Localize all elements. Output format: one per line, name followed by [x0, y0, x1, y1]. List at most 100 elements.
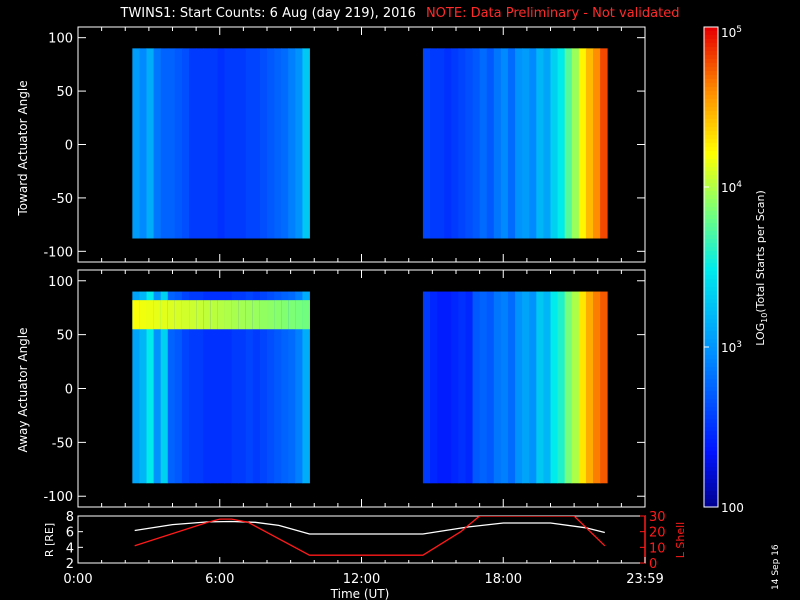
y2-tick-label: 30: [649, 510, 666, 525]
heatmap-column: [132, 291, 140, 484]
heatmap-column: [224, 291, 232, 484]
colorbar-cell: [704, 459, 718, 464]
heatmap-column: [564, 48, 573, 239]
heatmap-column: [153, 291, 162, 484]
colorbar-cell: [704, 163, 718, 168]
heatmap-column: [238, 291, 247, 484]
heatmap-column: [302, 291, 310, 484]
colorbar-tick-label: 103: [721, 340, 742, 355]
colorbar-cell: [704, 323, 718, 328]
x-tick-label: 18:00: [485, 572, 522, 587]
colorbar-cell: [704, 331, 718, 336]
colorbar-cell: [704, 439, 718, 444]
heatmap-band-cell: [295, 300, 303, 330]
y-tick-label: 2: [66, 557, 74, 572]
colorbar-tick-base: 100: [721, 501, 744, 515]
colorbar-cell: [704, 143, 718, 148]
heatmap-column: [181, 291, 190, 484]
heatmap-column: [593, 291, 601, 484]
title-main: TWINS1: Start Counts: 6 Aug (day 219), 2…: [120, 6, 416, 21]
colorbar-cell: [704, 35, 718, 40]
heatmap-column: [543, 291, 551, 484]
away-y-label: Away Actuator Angle: [16, 327, 30, 452]
colorbar-cell: [704, 111, 718, 116]
heatmap-column: [444, 48, 452, 239]
colorbar-cell: [704, 155, 718, 160]
heatmap-band-cell: [252, 300, 261, 330]
y-tick-label: -100: [43, 245, 73, 260]
y-tick-label: 100: [48, 32, 73, 47]
heatmap-column: [472, 48, 481, 239]
title-note: NOTE: Data Preliminary - Not validated: [425, 6, 680, 21]
heatmap-column: [472, 291, 481, 484]
heatmap-column: [515, 291, 523, 484]
colorbar-cell: [704, 399, 718, 404]
colorbar-cell: [704, 455, 718, 460]
heatmap-band-cell: [231, 300, 240, 330]
heatmap-column: [252, 48, 261, 239]
colorbar-label-rest: (Total Starts per Scan): [754, 190, 767, 312]
heatmap-column: [422, 48, 431, 239]
colorbar-cell: [704, 411, 718, 416]
heatmap-column: [522, 291, 530, 484]
colorbar-cell: [704, 387, 718, 392]
colorbar-cell: [704, 283, 718, 288]
colorbar-cell: [704, 327, 718, 332]
heatmap-band-cell: [259, 300, 268, 330]
orbit-y2-label: L Shell: [674, 522, 687, 558]
heatmap-band-cell: [302, 300, 310, 330]
heatmap-column: [536, 48, 544, 239]
colorbar-cell: [704, 147, 718, 152]
colorbar-cell: [704, 379, 718, 384]
colorbar-cell: [704, 343, 718, 348]
heatmap-column: [153, 48, 162, 239]
heatmap-column: [564, 291, 573, 484]
colorbar-cell: [704, 227, 718, 232]
colorbar-cell: [704, 247, 718, 252]
heatmap-column: [274, 48, 282, 239]
colorbar-cell: [704, 207, 718, 212]
colorbar-cell: [704, 391, 718, 396]
heatmap-band-cell: [245, 300, 254, 330]
colorbar-cell: [704, 495, 718, 500]
colorbar-cell: [704, 175, 718, 180]
colorbar-cell: [704, 119, 718, 124]
heatmap-column: [217, 291, 225, 484]
heatmap-band-cell: [153, 300, 162, 330]
colorbar-cell: [704, 279, 718, 284]
colorbar-cell: [704, 243, 718, 248]
heatmap-column: [295, 291, 303, 484]
heatmap-column: [437, 48, 445, 239]
colorbar-cell: [704, 467, 718, 472]
heatmap-column: [238, 48, 247, 239]
colorbar-cell: [704, 55, 718, 60]
colorbar-cell: [704, 43, 718, 48]
colorbar-cell: [704, 415, 718, 420]
colorbar-cell: [704, 451, 718, 456]
colorbar-tick-base: 10: [721, 181, 736, 195]
heatmap-column: [203, 48, 211, 239]
colorbar-cell: [704, 179, 718, 184]
heatmap-column: [288, 48, 296, 239]
heatmap-column: [295, 48, 303, 239]
colorbar-cell: [704, 383, 718, 388]
heatmap-column: [167, 291, 176, 484]
heatmap-column: [430, 291, 438, 484]
heatmap-column: [167, 48, 176, 239]
colorbar-cell: [704, 447, 718, 452]
heatmap-band-cell: [160, 300, 169, 330]
heatmap-band-cell: [189, 300, 197, 330]
y-tick-label: -50: [52, 192, 73, 207]
colorbar-cell: [704, 291, 718, 296]
heatmap-column: [139, 48, 147, 239]
heatmap-column: [458, 291, 466, 484]
heatmap-band-cell: [196, 300, 204, 330]
heatmap-band-cell: [174, 300, 183, 330]
heatmap-column: [493, 291, 502, 484]
colorbar-cell: [704, 259, 718, 264]
colorbar-cell: [704, 371, 718, 376]
y-tick-label: 0: [65, 139, 73, 154]
